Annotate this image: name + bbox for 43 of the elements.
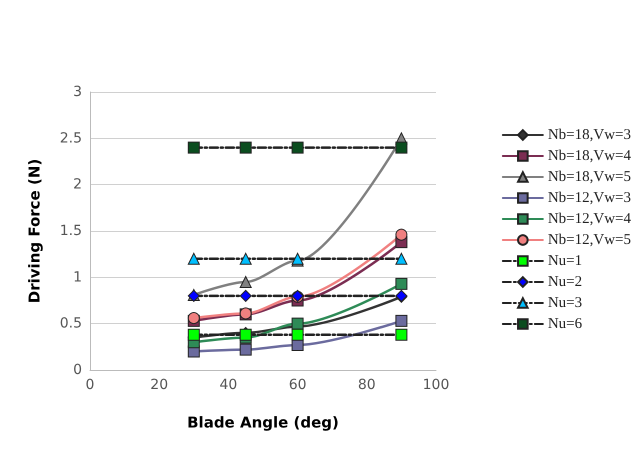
x-tick-label: 40 <box>219 377 238 393</box>
legend-label: Nu=6 <box>548 316 583 332</box>
y-tick-label: 0 <box>73 362 82 378</box>
point <box>240 290 252 302</box>
y-tick-label: 1 <box>73 269 82 286</box>
point <box>395 142 408 154</box>
point <box>395 228 408 241</box>
point <box>395 314 408 327</box>
legend-label: Nb=18,Vw=5 <box>548 169 632 185</box>
x-tick-label: 0 <box>86 377 94 393</box>
point <box>395 252 408 265</box>
legend-label: Nu=3 <box>548 295 582 311</box>
x-tick-label: 80 <box>358 377 376 393</box>
point <box>292 142 304 154</box>
x-tick-label: 60 <box>288 377 307 393</box>
y-tick-label: 2 <box>73 176 82 193</box>
legend-label: Nb=12,Vw=4 <box>548 211 632 227</box>
legend-label: Nb=18,Vw=4 <box>548 148 632 164</box>
point <box>395 278 408 290</box>
legend-label: Nu=1 <box>548 253 582 269</box>
point <box>188 328 200 341</box>
point <box>292 318 304 330</box>
y-tick-label: 3 <box>73 84 82 100</box>
legend-label: Nb=12,Vw=3 <box>548 190 632 206</box>
point <box>240 276 252 288</box>
point <box>188 312 200 324</box>
legend-label: Nb=12,Vw=5 <box>548 232 632 248</box>
point <box>188 252 200 265</box>
legend-label: Nu=2 <box>548 274 582 290</box>
point <box>240 142 252 154</box>
y-tick-label: 2.5 <box>60 130 82 146</box>
point <box>292 328 304 341</box>
y-tick-label: 0.5 <box>60 316 82 332</box>
point <box>240 344 252 356</box>
point <box>240 252 252 265</box>
x-axis-title: Blade Angle (deg) <box>187 414 339 432</box>
point <box>395 328 408 341</box>
y-axis-title: Driving Force (N) <box>26 158 44 304</box>
y-tick-label: 1.5 <box>60 223 82 239</box>
x-tick-label: 100 <box>422 377 450 393</box>
x-tick-label: 20 <box>150 377 168 393</box>
legend-label: Nb=18,Vw=3 <box>548 127 632 143</box>
point <box>188 142 200 154</box>
